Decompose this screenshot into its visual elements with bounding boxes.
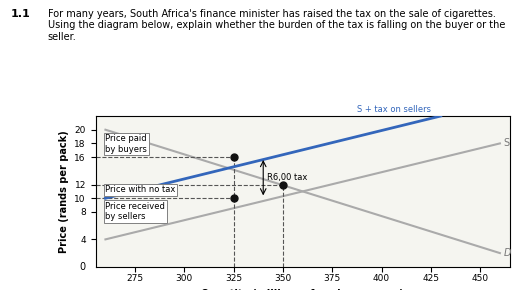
X-axis label: Quantity (millions of packs per year): Quantity (millions of packs per year)	[201, 289, 404, 290]
Text: For many years, South Africa's finance minister has raised the tax on the sale o: For many years, South Africa's finance m…	[48, 9, 505, 42]
Text: D: D	[504, 248, 511, 258]
Text: 0: 0	[80, 262, 85, 272]
Text: Price with no tax: Price with no tax	[106, 185, 176, 194]
Text: Price paid
by buyers: Price paid by buyers	[106, 134, 147, 154]
Text: R6,00 tax: R6,00 tax	[267, 173, 307, 182]
Text: Price received
by sellers: Price received by sellers	[106, 202, 165, 221]
Y-axis label: Price (rands per pack): Price (rands per pack)	[59, 130, 69, 253]
Text: 1.1: 1.1	[11, 9, 30, 19]
Text: S: S	[504, 138, 510, 148]
Text: S + tax on sellers: S + tax on sellers	[357, 105, 431, 114]
